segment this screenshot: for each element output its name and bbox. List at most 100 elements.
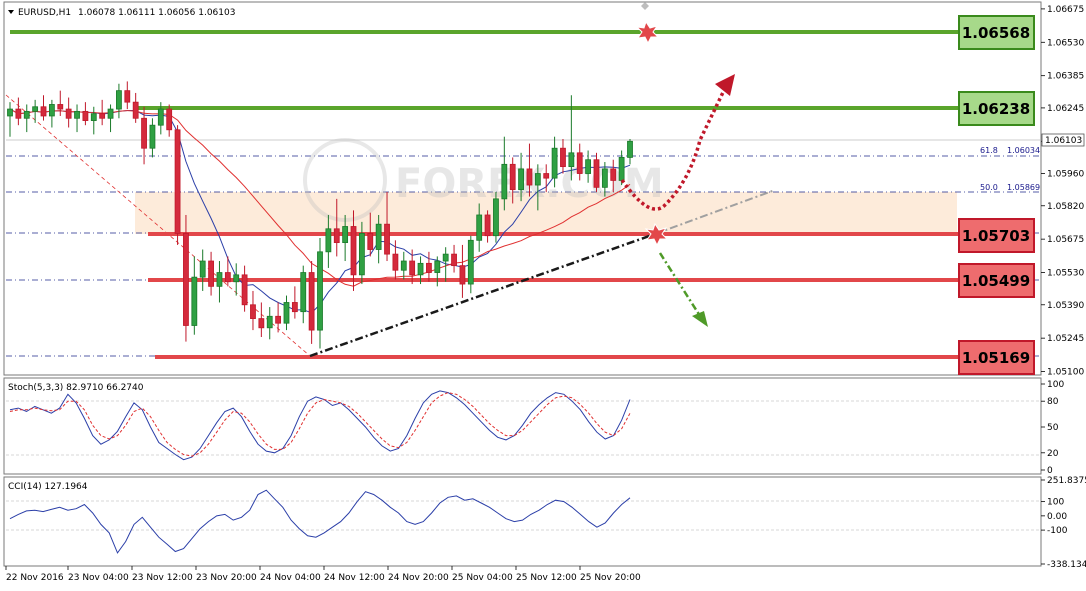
price-tick-label: 1.05245 [1047,334,1084,344]
candle-body [90,113,97,121]
candle-body [534,173,541,186]
candle-body [493,198,499,237]
fib-swing-line [5,94,311,357]
candle-body [308,272,315,331]
support-zone [135,192,957,234]
level-label-support-2[interactable]: 1.05499 [958,263,1035,298]
candle-body [208,260,214,287]
candle-body [23,110,30,119]
candle-body [65,108,72,119]
candle-body [300,272,307,313]
candle-body [551,147,558,179]
fib-price-50: 1.05869 [1007,183,1040,192]
candle-body [560,147,566,168]
candle-body [40,106,47,117]
stoch-header: Stoch(5,3,3) 82.9710 66.2740 [8,383,144,393]
level-value: 1.05703 [962,227,1030,245]
cci-panel[interactable] [3,476,1042,567]
candle-body [484,214,491,237]
candle-body [48,104,55,117]
trendline-extension [654,189,776,235]
stoch-tick-label: 50 [1047,423,1059,433]
cci-tick-label: 251.8375 [1047,476,1086,486]
level-label-support-1[interactable]: 1.05703 [958,218,1035,253]
candle-body [426,262,432,273]
price-tick-label: 1.06530 [1047,38,1084,48]
candle-body [241,274,248,306]
stoch-lines [9,390,631,461]
cci-header: CCI(14) 127.1964 [8,482,88,492]
level-label-resistance-2[interactable]: 1.06238 [958,91,1035,126]
candle-body [392,253,399,271]
level-value: 1.06238 [962,100,1030,118]
candle-body [451,253,457,267]
candle-body [258,318,265,329]
candle-body [199,260,206,278]
time-tick-label: 24 Nov 20:00 [388,573,449,583]
cci-lines [9,489,631,554]
candle-body [216,272,223,287]
candle-body [501,163,508,200]
level-value: 1.05499 [962,272,1030,290]
candle-body [585,159,592,174]
chart-symbol: EURUSD,H1 [18,8,71,18]
price-tick-label: 1.06675 [1047,5,1084,15]
price-tick-label: 1.05390 [1047,301,1084,311]
candle-body [291,302,298,313]
time-tick-label: 24 Nov 04:00 [260,573,321,583]
candle-body [568,152,575,168]
candle-body [601,168,608,188]
candle-body [342,226,349,244]
candle-body [107,108,114,119]
time-tick-label: 25 Nov 04:00 [452,573,513,583]
candle-body [132,101,139,119]
price-axis[interactable]: 1.066751.065301.063851.062451.061001.059… [1041,5,1084,378]
candle-body [350,226,357,276]
trendline[interactable] [309,232,656,358]
stoch-tick-label: 80 [1047,397,1059,407]
stoch-signal-line [9,392,631,457]
current-price-marker: 1.06103 [1041,133,1085,147]
level-label-resistance-1[interactable]: 1.06568 [958,15,1035,50]
candle-body [467,239,474,285]
candle-body [141,117,147,149]
candle-body [183,232,189,326]
time-tick-label: 22 Nov 2016 [6,573,64,583]
candle-body [250,304,256,319]
time-axis[interactable]: 22 Nov 2016 23 Nov 04:00 23 Nov 12:00 23 No… [5,566,641,583]
candle-body [166,108,173,131]
candle-body [358,232,365,276]
cci-line [9,489,631,554]
price-tick-label: 1.05100 [1047,368,1084,378]
candle-body [157,108,164,126]
burst-icon [644,222,669,247]
stoch-main-line [9,390,631,461]
stoch-tick-label: 0 [1047,466,1053,476]
candle-body [576,152,583,174]
candle-body [526,168,533,186]
stoch-tick-label: 20 [1047,449,1059,459]
time-tick-label: 23 Nov 20:00 [196,573,257,583]
fib-label-50: 50.0 [980,183,998,192]
candle-body [434,260,441,273]
candle-body [375,223,382,250]
bearish-projection [658,252,702,317]
candle-body [593,159,600,188]
time-tick-label: 25 Nov 20:00 [580,573,641,583]
candle-body [74,110,80,119]
candle-body [459,265,466,285]
candle-body [610,168,617,181]
candle-body [32,106,39,112]
candle-body [57,104,64,110]
candle-body [15,108,22,119]
dropdown-arrow-icon[interactable] [8,10,14,14]
candle-body [333,228,340,244]
candle-body [409,260,416,276]
candle-body [266,315,273,329]
level-label-support-3[interactable]: 1.05169 [958,340,1035,375]
candle-body [627,140,633,158]
candle-body [224,272,231,283]
